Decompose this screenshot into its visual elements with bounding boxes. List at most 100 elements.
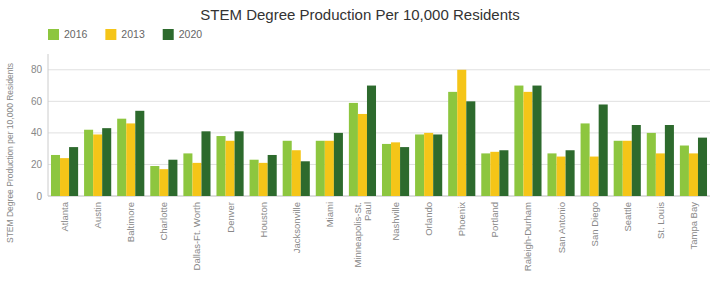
- legend-swatch: [105, 29, 116, 40]
- bar: [632, 125, 641, 196]
- bar: [201, 131, 210, 196]
- legend-swatch: [163, 29, 174, 40]
- bar: [69, 147, 78, 196]
- bar: [547, 153, 556, 196]
- x-tick-label: Tampa Bay: [688, 202, 699, 250]
- bar: [466, 101, 475, 196]
- x-tick-line: Seattle: [622, 202, 633, 232]
- bar: [93, 134, 102, 196]
- bar: [514, 86, 523, 196]
- bar: [656, 153, 665, 196]
- bar: [614, 141, 623, 196]
- x-tick-line: Paul: [362, 202, 373, 221]
- x-tick-label: San Antonio: [556, 202, 567, 253]
- x-tick-line: Nashville: [390, 202, 401, 241]
- bar: [400, 147, 409, 196]
- bar: [51, 155, 60, 196]
- bar: [581, 123, 590, 196]
- bar: [150, 166, 159, 196]
- bar: [183, 153, 192, 196]
- x-tick-line: Raleigh-Durham: [522, 202, 533, 271]
- bar: [391, 142, 400, 196]
- x-tick-line: Minneapolis-St.: [352, 202, 363, 267]
- x-tick-label: Portland: [489, 202, 500, 237]
- x-tick-line: San Diego: [589, 202, 600, 246]
- bars: [51, 70, 707, 196]
- x-axis-line: [48, 196, 710, 197]
- x-tick-label: Nashville: [390, 202, 401, 241]
- bar: [334, 133, 343, 196]
- x-tick-label: Denver: [225, 202, 236, 233]
- bar: [135, 111, 144, 196]
- legend-label: 2013: [121, 28, 145, 40]
- x-tick-label: Phoenix: [456, 202, 467, 237]
- x-tick-label: Minneapolis-St.Paul: [352, 202, 374, 267]
- grid-line: [48, 101, 710, 102]
- grid-line: [48, 132, 710, 133]
- bar: [325, 141, 334, 196]
- y-tick-label: 60: [31, 96, 43, 107]
- bar: [424, 133, 433, 196]
- x-tick-label: San Diego: [589, 202, 600, 246]
- bar: [665, 125, 674, 196]
- bar: [382, 144, 391, 196]
- x-tick-line: Baltimore: [125, 202, 136, 242]
- legend-label: 2020: [179, 28, 203, 40]
- x-tick-label: Miami: [324, 202, 335, 227]
- grid-line: [48, 196, 710, 197]
- legend: 2016 2013 2020: [48, 28, 202, 40]
- bar: [216, 136, 225, 196]
- x-tick-line: Miami: [324, 202, 335, 227]
- x-tick-label: Charlotte: [158, 202, 169, 241]
- bar: [457, 70, 466, 196]
- y-tick-label: 80: [31, 64, 43, 75]
- bar: [481, 153, 490, 196]
- bar: [259, 163, 268, 196]
- bar: [490, 152, 499, 196]
- x-tick-label: Baltimore: [125, 202, 136, 242]
- x-tick-line: Austin: [92, 202, 103, 228]
- bar: [689, 153, 698, 196]
- bar: [566, 150, 575, 196]
- bar: [698, 138, 707, 196]
- x-tick-line: Dallas-Ft. Worth: [191, 202, 202, 270]
- bar: [448, 92, 457, 196]
- legend-swatch: [48, 29, 59, 40]
- x-tick-label: Seattle: [622, 202, 633, 232]
- bar: [415, 134, 424, 196]
- bar: [316, 141, 325, 196]
- bar: [532, 86, 541, 196]
- bar: [235, 131, 244, 196]
- bar: [499, 150, 508, 196]
- bar: [192, 163, 201, 196]
- x-tick-line: Charlotte: [158, 202, 169, 241]
- title: STEM Degree Production Per 10,000 Reside…: [200, 6, 519, 23]
- x-tick-label: St. Louis: [655, 202, 666, 239]
- bar: [599, 104, 608, 196]
- legend-label: 2016: [64, 28, 88, 40]
- x-tick-line: St. Louis: [655, 202, 666, 239]
- chart: 020406080AtlantaAustinBaltimoreCharlotte…: [0, 0, 720, 305]
- bar: [623, 141, 632, 196]
- bar: [349, 103, 358, 196]
- bar: [557, 157, 566, 196]
- x-tick-line: Portland: [489, 202, 500, 237]
- bar: [283, 141, 292, 196]
- bar: [226, 141, 235, 196]
- bar: [523, 92, 532, 196]
- x-tick-line: Orlando: [423, 202, 434, 236]
- bar: [367, 86, 376, 196]
- x-tick-label: Austin: [92, 202, 103, 228]
- bar: [647, 133, 656, 196]
- x-tick-line: San Antonio: [556, 202, 567, 253]
- bar: [358, 114, 367, 196]
- bar: [117, 119, 126, 196]
- x-tick-label: Jacksonville: [291, 202, 302, 253]
- bar: [268, 155, 277, 196]
- bar: [292, 150, 301, 196]
- y-axis-line: [48, 54, 49, 196]
- x-tick-line: Houston: [258, 202, 269, 237]
- bar: [590, 157, 599, 196]
- bar: [680, 146, 689, 196]
- bar: [168, 160, 177, 196]
